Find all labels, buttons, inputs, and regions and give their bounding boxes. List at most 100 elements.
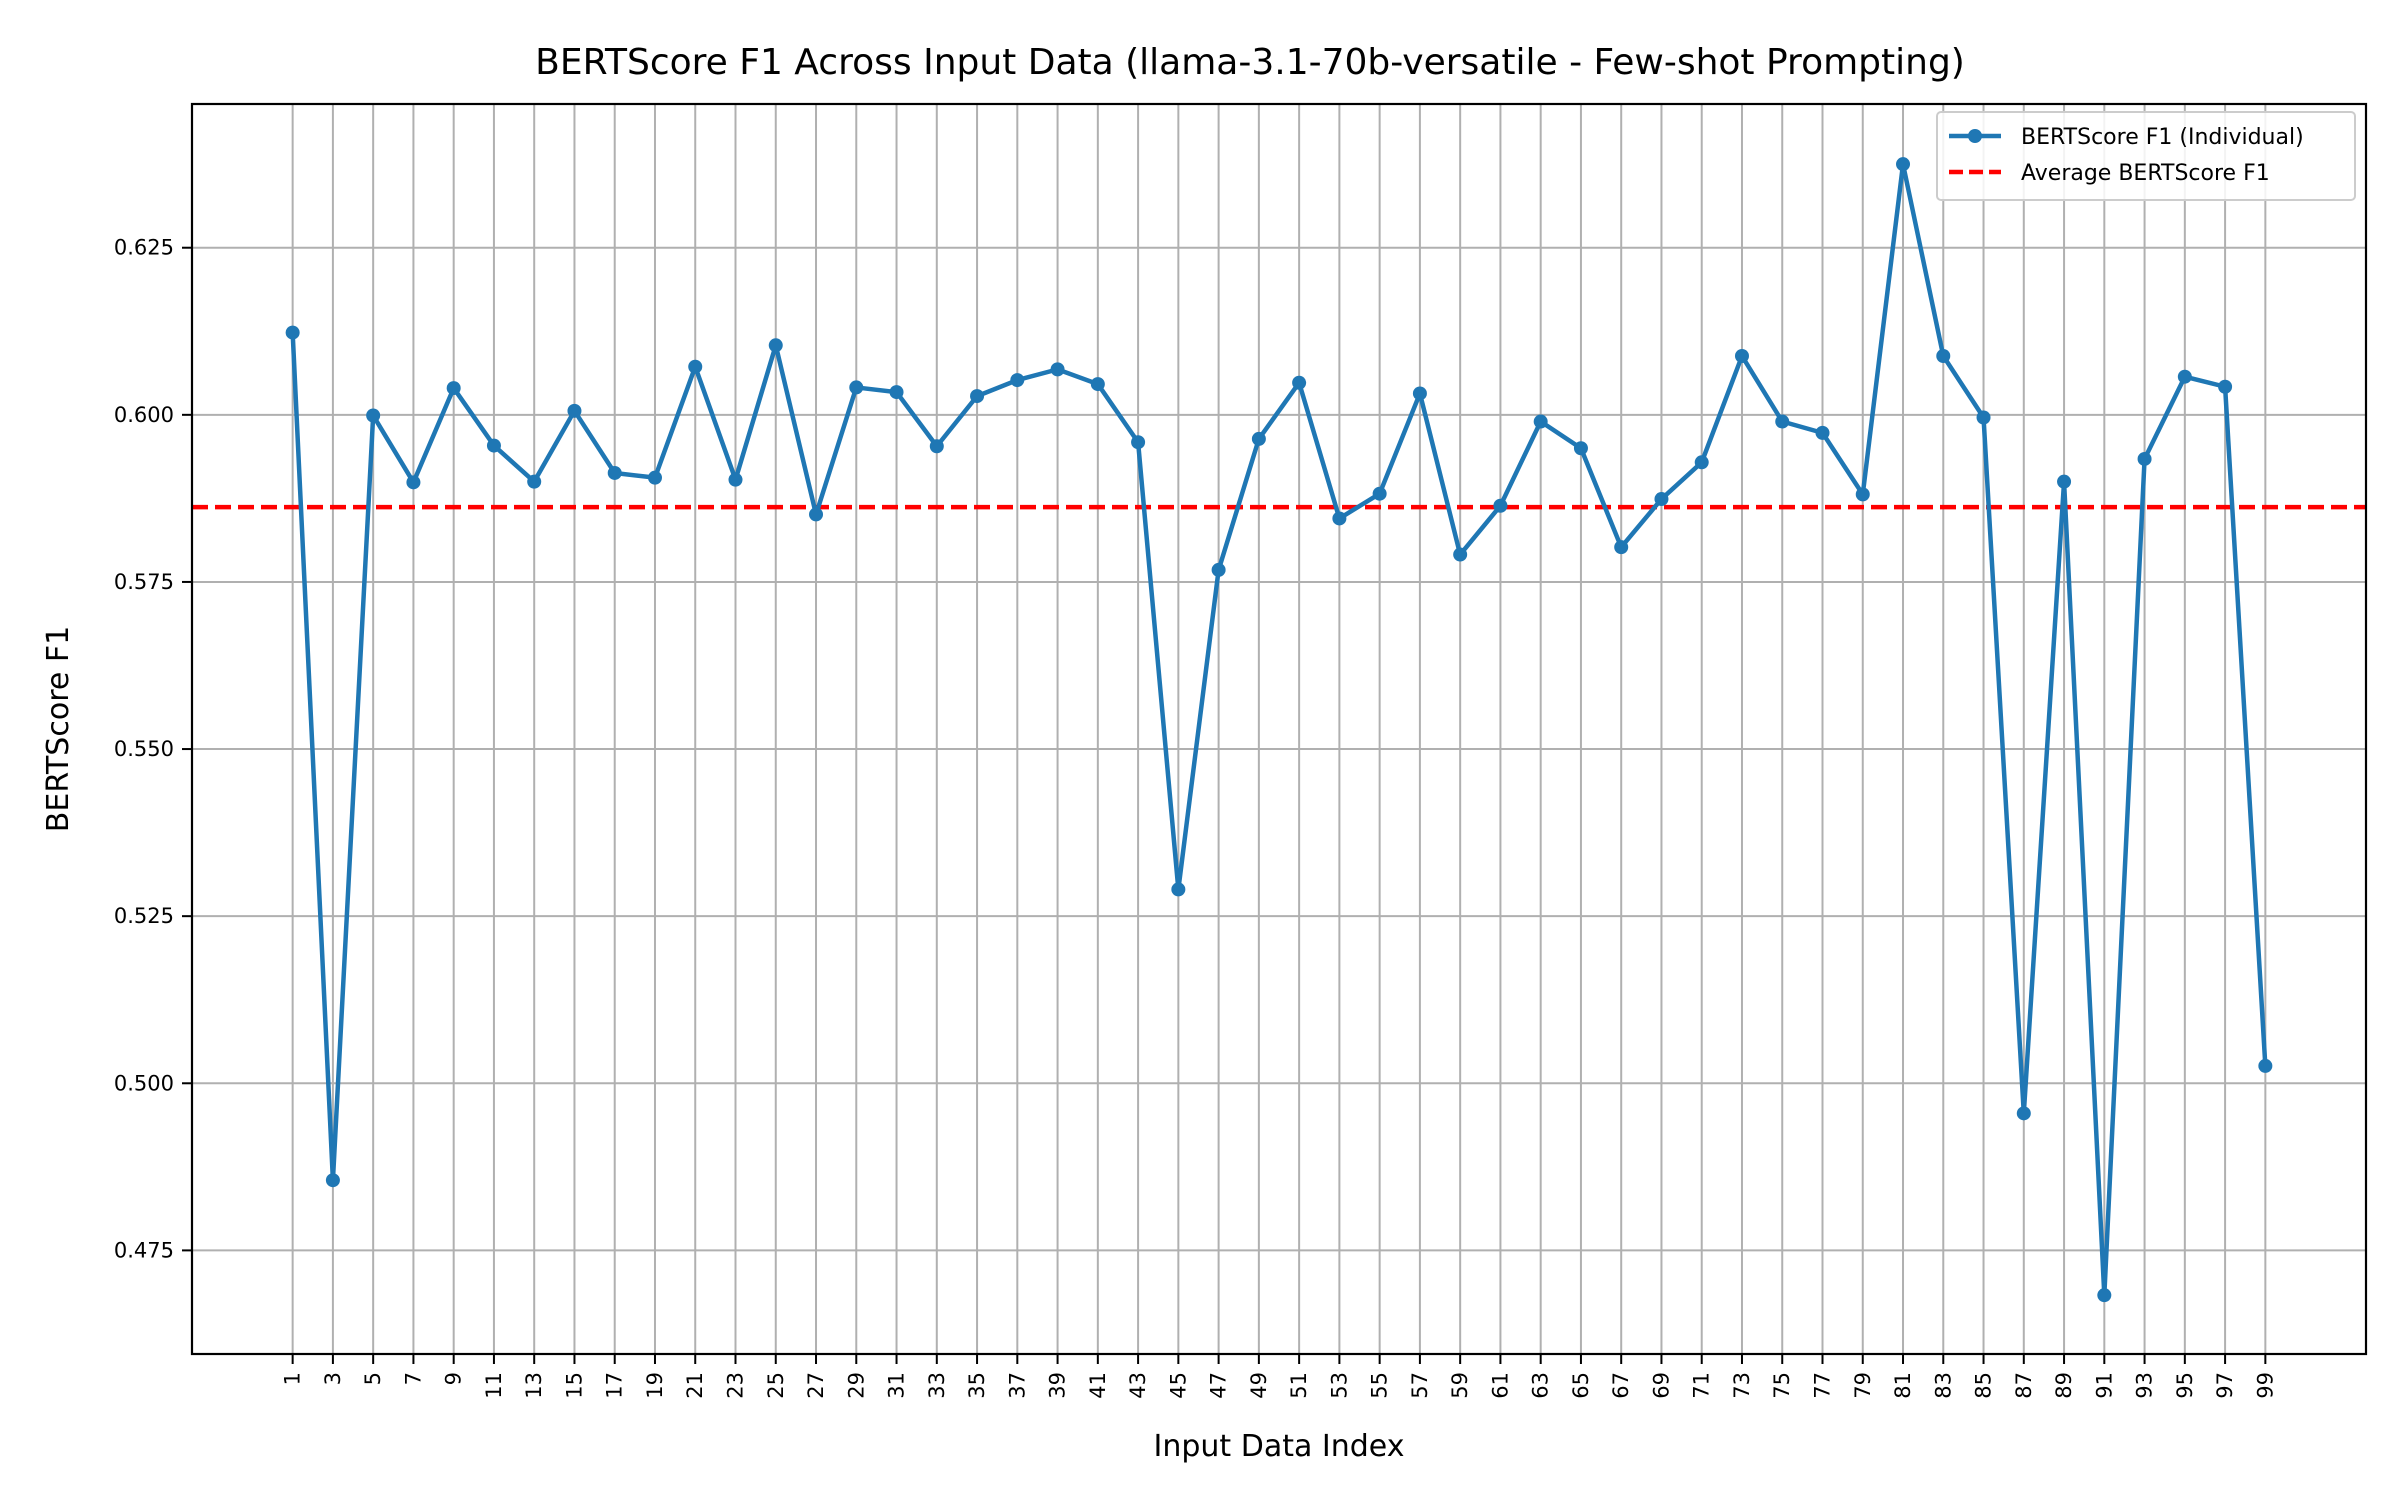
x-tick-label: 3: [321, 1372, 345, 1385]
x-tick-label: 13: [522, 1372, 546, 1399]
y-axis-ticks: 0.475 0.500 0.525 0.550 0.575 0.600 0.625: [114, 236, 192, 1262]
data-point: [889, 385, 904, 400]
data-point: [366, 408, 381, 423]
x-tick-label: 91: [2092, 1372, 2116, 1399]
x-tick-label: 41: [1086, 1372, 1110, 1399]
data-point: [809, 507, 824, 522]
x-tick-label: 9: [442, 1372, 466, 1385]
x-tick-label: 87: [2012, 1372, 2036, 1399]
y-tick-label: 0.575: [114, 570, 174, 594]
x-tick-label: 65: [1569, 1372, 1593, 1399]
x-tick-label: 71: [1690, 1372, 1714, 1399]
y-tick-label: 0.475: [114, 1238, 174, 1262]
data-point: [527, 474, 542, 489]
y-tick-label: 0.625: [114, 236, 174, 260]
data-point: [285, 325, 300, 340]
x-tick-label: 99: [2253, 1372, 2277, 1399]
y-tick-label: 0.525: [114, 904, 174, 928]
x-tick-label: 63: [1529, 1372, 1553, 1399]
data-point: [567, 403, 582, 418]
data-point: [1412, 386, 1427, 401]
legend-marker-individual: [1968, 129, 1982, 143]
data-point: [1171, 882, 1186, 897]
data-point: [929, 439, 944, 454]
data-point: [1292, 375, 1307, 390]
data-point: [2057, 474, 2072, 489]
data-point: [1573, 441, 1588, 456]
legend-box: [1936, 111, 2356, 201]
y-tick-label: 0.550: [114, 737, 174, 761]
x-tick-label: 35: [965, 1372, 989, 1399]
data-point: [970, 389, 985, 404]
x-tick-label: 47: [1207, 1372, 1231, 1399]
data-point: [2137, 451, 2152, 466]
data-point: [1855, 487, 1870, 502]
x-tick-label: 89: [2052, 1372, 2076, 1399]
x-tick-label: 81: [1891, 1372, 1915, 1399]
data-point: [1332, 511, 1347, 526]
grid: [192, 104, 2366, 1354]
x-tick-label: 31: [885, 1372, 909, 1399]
x-tick-label: 29: [844, 1372, 868, 1399]
x-tick-label: 95: [2173, 1372, 2197, 1399]
data-point: [2177, 369, 2192, 384]
data-point: [1976, 410, 1991, 425]
data-point: [647, 470, 662, 485]
x-tick-label: 33: [925, 1372, 949, 1399]
data-point: [1050, 362, 1065, 377]
data-point: [1815, 425, 1830, 440]
data-point: [1734, 349, 1749, 364]
data-point: [1614, 540, 1629, 555]
plot-frame: [190, 102, 2368, 1356]
data-point: [1131, 435, 1146, 450]
data-point: [688, 359, 703, 374]
data-point: [1896, 157, 1911, 172]
data-point: [1493, 498, 1508, 513]
data-point: [849, 380, 864, 395]
x-tick-label: 19: [643, 1372, 667, 1399]
data-point: [768, 338, 783, 353]
x-tick-label: 93: [2133, 1372, 2157, 1399]
data-point: [1372, 486, 1387, 501]
x-tick-label: 75: [1770, 1372, 1794, 1399]
x-tick-label: 1: [281, 1372, 305, 1385]
x-tick-label: 5: [361, 1372, 385, 1385]
x-tick-label: 73: [1730, 1372, 1754, 1399]
y-tick-label: 0.500: [114, 1071, 174, 1095]
x-tick-label: 25: [764, 1372, 788, 1399]
x-tick-label: 97: [2213, 1372, 2237, 1399]
data-point: [325, 1173, 340, 1188]
x-tick-label: 45: [1166, 1372, 1190, 1399]
x-tick-label: 43: [1126, 1372, 1150, 1399]
data-point: [486, 438, 501, 453]
data-point: [1694, 455, 1709, 470]
x-axis-label: Input Data Index: [1154, 1429, 1405, 1464]
data-point: [2016, 1106, 2031, 1121]
series-line-individual: [290, 161, 2268, 1298]
legend: BERTScore F1 (Individual) Average BERTSc…: [1936, 111, 2356, 201]
x-tick-label: 61: [1488, 1372, 1512, 1399]
data-point: [2258, 1058, 2273, 1073]
x-tick-label: 49: [1247, 1372, 1271, 1399]
data-point: [1936, 349, 1951, 364]
data-point: [1211, 562, 1226, 577]
series-layer: [285, 157, 2273, 1303]
x-tick-label: 53: [1327, 1372, 1351, 1399]
data-point: [607, 465, 622, 480]
x-tick-label: 21: [683, 1372, 707, 1399]
legend-label-average: Average BERTScore F1: [2021, 161, 2270, 186]
x-tick-label: 57: [1408, 1372, 1432, 1399]
y-tick-label: 0.600: [114, 403, 174, 427]
data-point: [1010, 373, 1025, 388]
x-axis-ticks: 1 3 5 7 9 11 13 15 17 19 21 23 25 27 29 31 33 35 37 39 41 43 4…: [281, 1354, 2277, 1399]
x-tick-label: 11: [482, 1372, 506, 1399]
x-tick-label: 17: [603, 1372, 627, 1399]
x-tick-label: 15: [562, 1372, 586, 1399]
x-tick-label: 59: [1448, 1372, 1472, 1399]
x-tick-label: 27: [804, 1372, 828, 1399]
x-tick-label: 67: [1609, 1372, 1633, 1399]
x-tick-label: 55: [1368, 1372, 1392, 1399]
data-point: [1453, 547, 1468, 562]
x-tick-label: 51: [1287, 1372, 1311, 1399]
